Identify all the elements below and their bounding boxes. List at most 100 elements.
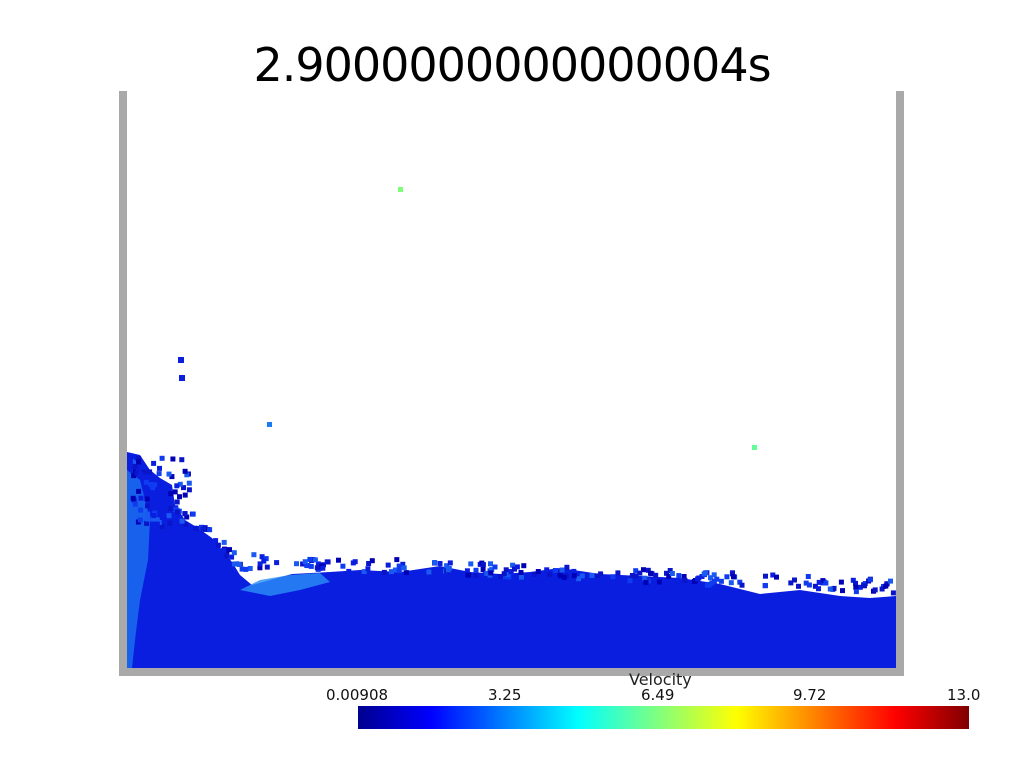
fluid-particle <box>426 569 432 575</box>
fluid-particle <box>132 458 138 464</box>
fluid-particle <box>561 574 567 580</box>
container-right-wall <box>896 91 904 676</box>
fluid-particle <box>169 500 175 506</box>
colorbar-tick-max: 13.0 <box>947 686 981 704</box>
fluid-particle <box>669 571 675 576</box>
fluid-particle <box>247 566 253 571</box>
fluid-particle <box>816 586 821 592</box>
fluid-particle <box>571 573 577 579</box>
fluid-particle <box>862 583 867 589</box>
fluid-particle <box>774 574 779 580</box>
fluid-particle <box>213 538 219 544</box>
fluid-particle <box>544 567 550 573</box>
fluid-particle <box>138 507 144 513</box>
fluid-particle <box>130 495 136 501</box>
fluid-particle <box>385 562 391 568</box>
fluid-particle <box>806 582 812 588</box>
fluid-particle <box>714 576 720 582</box>
fluid-particle <box>314 565 320 571</box>
fluid-particle <box>684 580 690 586</box>
fluid-particle <box>827 586 833 592</box>
fluid-particle <box>183 522 189 527</box>
fluid-particle <box>867 577 873 583</box>
fluid-particle <box>136 456 142 462</box>
fluid-particle <box>664 570 669 576</box>
fluid-particle <box>682 577 688 583</box>
fluid-particle <box>182 468 188 474</box>
fluid-particle <box>166 513 172 519</box>
fluid-particle <box>392 567 398 573</box>
fluid-particle <box>167 520 173 526</box>
fluid-particle <box>184 472 190 478</box>
fluid-particle <box>615 570 621 576</box>
fluid-particle <box>231 550 237 556</box>
fluid-particle <box>708 575 713 581</box>
fluid-particle <box>502 574 508 580</box>
fluid-particle <box>320 565 326 571</box>
fluid-particle <box>145 511 151 517</box>
fluid-particle <box>480 567 486 572</box>
fluid-particle <box>147 469 153 475</box>
fluid-particle <box>711 572 717 578</box>
fluid-particle <box>445 567 451 573</box>
fluid-particle <box>850 577 856 583</box>
fluid-particle <box>394 557 400 563</box>
fluid-particle <box>812 583 818 589</box>
fluid-particle <box>653 572 659 578</box>
colorbar-tick-min: 0.00908 <box>326 686 389 704</box>
fluid-particle <box>739 582 745 588</box>
fluid-particle <box>437 561 443 566</box>
fluid-particle <box>261 558 267 564</box>
fluid-particle <box>304 563 310 568</box>
fluid-particle <box>594 573 600 579</box>
fluid-particle <box>308 563 314 569</box>
fluid-particle <box>857 584 863 590</box>
fluid-particle <box>840 588 845 594</box>
fluid-particle <box>512 566 517 572</box>
fluid-particle <box>137 517 143 523</box>
fluid-particle <box>598 571 604 577</box>
fluid-wave-crest <box>240 573 330 596</box>
fluid-particle <box>346 568 352 574</box>
fluid-particle <box>231 561 237 567</box>
fluid-particle <box>207 527 213 533</box>
fluid-particle <box>838 579 844 585</box>
fluid-particle <box>489 567 495 573</box>
fluid-particle <box>576 576 582 582</box>
fluid-particle <box>134 470 140 476</box>
fluid-particle <box>169 474 175 480</box>
fluid-particle <box>274 560 280 566</box>
fluid-particle <box>312 557 318 563</box>
fluid-particle <box>792 577 797 583</box>
fluid-particle <box>396 563 402 569</box>
fluid-particle <box>403 570 409 576</box>
fluid-particle <box>737 579 743 585</box>
fluid-particle <box>259 554 265 560</box>
fluid-particle <box>325 559 331 565</box>
fluid-particle <box>224 549 230 555</box>
fluid-particle <box>361 569 367 575</box>
fluid-particle <box>853 589 859 595</box>
fluid-particle <box>174 509 180 515</box>
time-title: 2.9000000000000004s <box>253 38 771 92</box>
fluid-particle <box>174 499 180 505</box>
fluid-particle <box>236 562 242 567</box>
fluid-particle <box>642 575 648 581</box>
fluid-particle <box>148 482 154 487</box>
spray-particle <box>179 375 185 381</box>
fluid-particle <box>350 560 356 566</box>
fluid-particle <box>816 579 822 585</box>
fluid-particle <box>145 516 151 522</box>
fluid-particle <box>796 583 801 589</box>
fluid-particle <box>365 566 371 572</box>
fluid-particle <box>465 572 471 578</box>
fluid-particle <box>159 455 165 461</box>
fluid-particle <box>510 562 516 568</box>
fluid-particle <box>579 573 585 579</box>
fluid-particle <box>480 562 486 568</box>
fluid-particle <box>264 564 270 570</box>
colorbar-gradient <box>358 706 969 729</box>
fluid-particle <box>788 580 794 586</box>
colorbar-tick-2: 3.25 <box>488 686 522 704</box>
